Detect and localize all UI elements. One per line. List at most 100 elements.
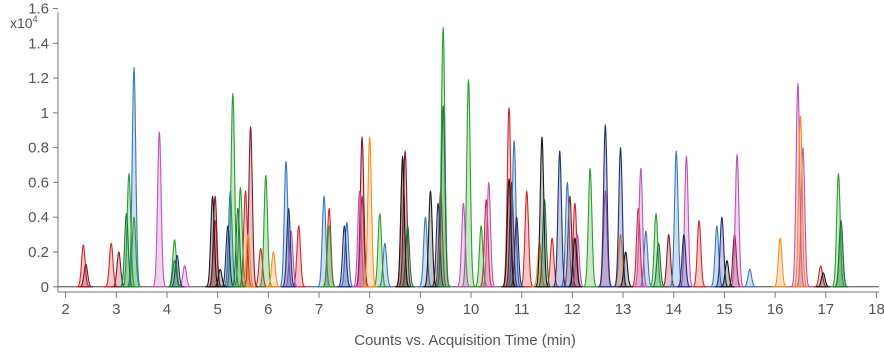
peak-series-7-11 [714,216,730,288]
x-tick-label: 15 [716,301,733,318]
peak-series-3-1 [126,67,142,288]
x-tick-label: 7 [315,301,323,318]
peak-series-4-10 [460,79,477,288]
x-tick-label: 16 [767,301,784,318]
x-tick-label: 3 [112,301,120,318]
peak-series-7-8 [597,124,613,288]
peak-series-5-9 [633,167,649,288]
peak-series-6-7 [792,115,809,288]
peak-series-3-3 [278,161,294,288]
x-tick-label: 11 [514,301,530,318]
peak-series-6-6 [772,237,788,288]
peak-series-4-2 [126,216,142,288]
y-axis-multiplier-base: x10 [10,15,33,31]
peak-series-7-1 [169,254,185,288]
peak-series-1-13 [519,190,535,288]
peak-series-1-17 [691,220,707,288]
x-tick-label: 4 [163,301,171,318]
peak-series-5-10 [678,155,695,288]
peak-series-2-5 [354,136,370,288]
x-axis-title: Counts vs. Acquisition Time (min) [354,332,576,349]
peak-series-4-6 [258,174,274,288]
peak-series-3-4 [316,195,332,288]
peak-series-8-1 [118,213,135,288]
peak-series-7-7 [552,150,568,288]
peak-series-9-5 [501,178,517,288]
y-axis-multiplier: x104 [10,14,38,31]
series-6 [240,115,809,288]
peak-series-9-6 [534,136,550,288]
peak-series-9-1 [204,195,221,288]
peak-series-7-5 [430,202,446,288]
y-tick-label: 0.4 [28,209,49,226]
x-tick-label: 14 [665,301,682,318]
x-tick-label: 12 [564,301,581,318]
series-4 [121,27,849,288]
peak-series-4-14 [830,173,847,288]
peak-series-2-9 [661,234,677,288]
peak-series-4-1 [121,173,137,288]
peak-series-4-4 [225,93,241,288]
x-tick-label: 17 [817,301,834,318]
peak-series-5-7 [569,234,586,288]
peak-series-5-11 [729,154,745,288]
peak-series-9-4 [422,190,439,288]
y-tick-label: 0.6 [28,174,49,191]
y-tick-label: 0 [41,279,49,296]
peak-series-7-3 [280,207,297,288]
series-8 [118,105,849,288]
y-tick-label: 1 [41,105,49,122]
peak-series-1-1 [75,244,91,288]
peak-series-3-13 [742,268,758,288]
peak-series-8-5 [435,105,451,288]
peak-series-4-11 [473,225,489,288]
peak-series-8-4 [400,225,416,288]
peak-series-6-2 [265,251,282,288]
peak-series-6-3 [362,136,378,288]
x-tick-label: 2 [61,301,69,318]
x-tick-label: 10 [463,301,480,318]
peak-series-7-10 [676,234,692,288]
y-tick-label: 0.2 [28,244,49,261]
peak-series-9-8 [617,251,634,288]
peak-series-3-7 [417,216,434,288]
series-7 [169,124,730,288]
peak-series-4-13 [648,213,664,288]
peak-series-7-6 [509,216,525,288]
peak-series-7-4 [336,225,352,288]
peak-series-5-1 [151,131,168,288]
x-tick-label: 13 [615,301,632,318]
peak-series-9-2 [212,268,228,288]
peak-series-9-10 [815,272,831,288]
peak-series-5-5 [455,202,472,288]
x-tick-label: 6 [264,301,272,318]
peak-series-7-9 [612,147,629,288]
peak-series-5-12 [790,82,806,288]
peak-series-2-1 [78,263,94,288]
x-tick-label: 8 [366,301,374,318]
axes-layer: 0 0.2 0.4 0.6 0.8 1 1.2 1.4 1.6 2 3 4 5 6 7 8 9 10 11 12 13 1… [28,1,884,318]
peak-series-4-7 [321,225,337,288]
peak-series-8-7 [650,242,667,288]
peak-series-9-7 [567,237,583,288]
x-tick-label: 18 [868,301,884,318]
peak-series-9-9 [719,260,735,288]
peak-series-9-3 [394,155,411,288]
y-tick-label: 1.4 [28,35,49,52]
y-tick-label: 1.2 [28,70,49,87]
peak-series-8-8 [833,220,849,288]
y-tick-label: 1.6 [28,1,49,18]
y-axis-multiplier-exponent: 4 [33,14,38,24]
peak-series-8-2 [166,260,183,288]
peak-series-4-5 [232,187,249,288]
peak-series-8-3 [230,207,246,288]
peak-series-1-4 [237,190,254,288]
series-9 [204,136,831,288]
peak-series-1-2 [103,242,119,288]
x-tick-label: 9 [416,301,424,318]
peak-series-4-12 [582,167,598,288]
peaks-layer [58,27,879,288]
peak-series-3-8 [506,140,522,288]
